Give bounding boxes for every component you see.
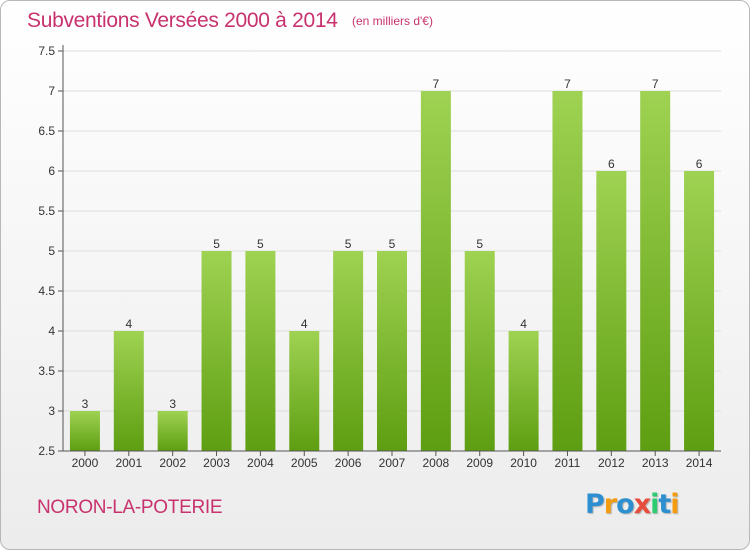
bar-value-label: 5 xyxy=(213,237,220,251)
chart-title: Subventions Versées 2000 à 2014 xyxy=(27,9,338,32)
y-tick-label: 7.5 xyxy=(38,44,55,58)
x-tick-label: 2010 xyxy=(510,456,537,470)
y-tick-label: 3.5 xyxy=(38,364,55,378)
x-tick-label: 2013 xyxy=(642,456,669,470)
bar-value-label: 6 xyxy=(696,157,703,171)
x-tick-label: 2011 xyxy=(555,456,581,470)
bar-value-label: 3 xyxy=(169,397,176,411)
x-tick-label: 2003 xyxy=(203,456,230,470)
bar-value-label: 7 xyxy=(433,77,440,91)
bar-value-label: 6 xyxy=(608,157,615,171)
bar xyxy=(552,91,583,451)
y-tick-label: 6.5 xyxy=(38,124,55,138)
bar xyxy=(377,251,407,451)
bar-value-label: 5 xyxy=(345,237,352,251)
y-tick-label: 7 xyxy=(48,84,55,98)
logo-letter: P xyxy=(585,489,605,520)
y-tick-label: 2.5 xyxy=(38,444,55,458)
bar xyxy=(69,411,100,451)
y-tick-label: 5 xyxy=(48,244,55,258)
bar-value-label: 5 xyxy=(476,237,483,251)
commune-name: NORON-LA-POTERIE xyxy=(37,497,223,518)
logo-letter: i xyxy=(650,489,659,520)
bar xyxy=(245,251,276,451)
chart-subtitle: (en milliers d'€) xyxy=(352,14,433,28)
bar xyxy=(333,251,364,451)
bar xyxy=(289,331,320,451)
bar xyxy=(113,331,144,451)
axes xyxy=(58,45,721,456)
logo-letter: r xyxy=(603,489,617,520)
x-tick-label: 2012 xyxy=(598,456,625,470)
bar-value-label: 7 xyxy=(652,77,659,91)
x-tick-label: 2006 xyxy=(335,456,362,470)
x-tick-label: 2014 xyxy=(686,456,713,470)
bar-value-label: 5 xyxy=(389,237,396,251)
y-tick-label: 3 xyxy=(48,404,55,418)
bar xyxy=(201,251,232,451)
bars xyxy=(69,91,715,451)
x-tick-label: 2009 xyxy=(466,456,493,470)
logo-letter: o xyxy=(616,489,635,520)
x-tick-label: 2008 xyxy=(423,456,450,470)
bar-value-label: 3 xyxy=(82,397,89,411)
x-tick-label: 2004 xyxy=(247,456,274,470)
y-tick-label: 4.5 xyxy=(38,284,55,298)
bar-value-label: 7 xyxy=(564,77,571,91)
bar xyxy=(464,251,495,451)
bar-value-label: 4 xyxy=(301,317,308,331)
logo-letter: i xyxy=(670,489,679,520)
bar xyxy=(508,331,539,451)
labels: 2.5 3 3.5 4 4.5 5 5.5 6 6.5 7 7.5 3 2000 4 2001 3 2002 5 2… xyxy=(38,44,712,470)
bar-value-label: 4 xyxy=(125,317,132,331)
x-tick-label: 2005 xyxy=(291,456,318,470)
bar xyxy=(684,171,715,451)
bar-value-label: 5 xyxy=(257,237,264,251)
bar-value-label: 4 xyxy=(520,317,527,331)
logo-letter: t xyxy=(658,489,671,520)
x-tick-label: 2000 xyxy=(72,456,99,470)
x-tick-label: 2007 xyxy=(379,456,406,470)
bar xyxy=(157,411,188,451)
x-tick-label: 2001 xyxy=(115,456,142,470)
bar xyxy=(420,91,451,451)
y-tick-label: 6 xyxy=(48,164,55,178)
y-tick-label: 4 xyxy=(48,324,55,338)
proxiti-logo: Proxiti xyxy=(585,489,680,520)
bar xyxy=(640,91,671,451)
bar xyxy=(596,171,627,451)
x-tick-label: 2002 xyxy=(159,456,186,470)
y-tick-label: 5.5 xyxy=(38,204,55,218)
logo-letter: x xyxy=(633,489,651,520)
